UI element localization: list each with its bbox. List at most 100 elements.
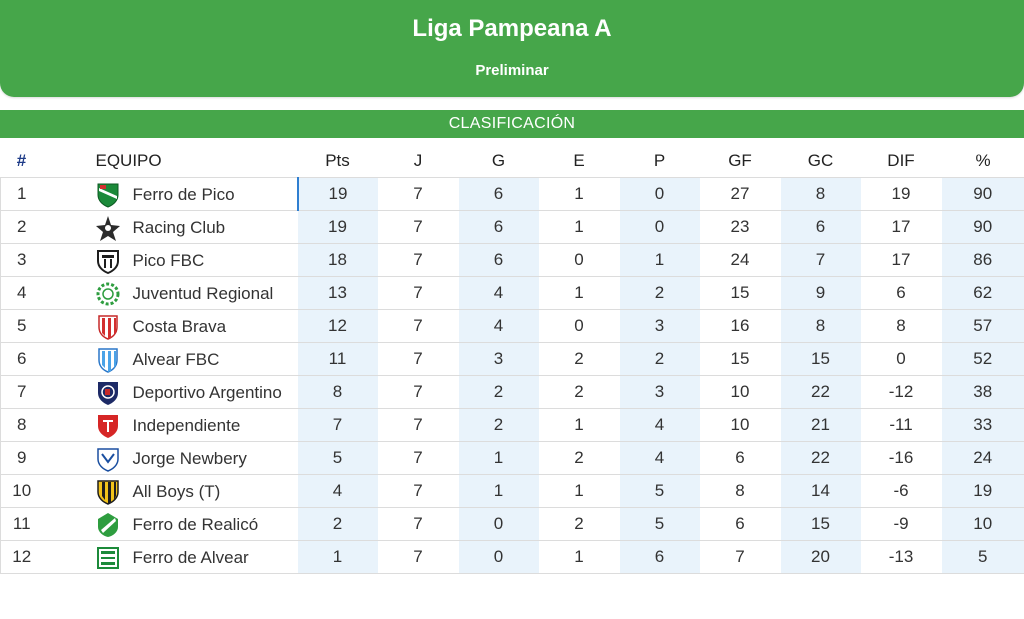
standings-section-bar: CLASIFICACIÓN: [0, 110, 1024, 138]
col-header-percentage[interactable]: %: [975, 151, 991, 170]
won-cell: 0: [458, 507, 539, 541]
team-name[interactable]: Jorge Newbery: [132, 449, 247, 468]
goal-difference-cell: 17: [860, 243, 942, 277]
team-name[interactable]: Independiente: [132, 416, 241, 435]
col-header-played[interactable]: J: [413, 151, 423, 170]
team-cell[interactable]: Pico FBC: [42, 243, 298, 277]
drawn-cell: 2: [538, 507, 620, 541]
standings-row[interactable]: 12 Ferro de Alvear 1 7 0 1 6 7 20 -13 5: [0, 540, 1024, 574]
goal-difference-cell: -16: [860, 441, 942, 475]
goals-against-cell: 22: [780, 375, 861, 409]
col-header-position[interactable]: #: [16, 151, 27, 170]
team-cell[interactable]: Ferro de Alvear: [42, 540, 298, 574]
goals-against-cell: 15: [780, 507, 861, 541]
col-header-points[interactable]: Pts: [325, 151, 350, 170]
team-name[interactable]: Ferro de Alvear: [132, 548, 249, 567]
deportivo-argentino-crest-icon: [95, 380, 121, 406]
team-name[interactable]: Ferro de Realicó: [132, 515, 259, 534]
won-cell: 0: [458, 540, 539, 574]
col-header-drawn[interactable]: E: [573, 151, 585, 170]
ferro-de-pico-crest-icon: [95, 182, 121, 208]
goals-against-cell: 8: [780, 309, 861, 343]
team-cell[interactable]: Juventud Regional: [42, 276, 298, 310]
col-header-team[interactable]: EQUIPO: [95, 151, 162, 170]
percentage-cell: 24: [941, 441, 1024, 475]
team-name[interactable]: Costa Brava: [132, 317, 227, 336]
goals-for-cell: 16: [699, 309, 781, 343]
lost-cell: 5: [619, 507, 700, 541]
percentage-cell: 19: [941, 474, 1024, 508]
drawn-cell: 1: [538, 408, 620, 442]
position-cell: 10: [0, 474, 43, 508]
team-cell[interactable]: Ferro de Realicó: [42, 507, 298, 541]
percentage-cell: 5: [941, 540, 1024, 574]
percentage-cell: 90: [941, 177, 1024, 211]
team-name[interactable]: Deportivo Argentino: [132, 383, 282, 402]
played-cell: 7: [377, 507, 459, 541]
standings-row[interactable]: 1 Ferro de Pico 19 7 6 1 0 27 8 19 90: [0, 177, 1024, 211]
position-cell: 6: [0, 342, 43, 376]
col-header-goal-difference[interactable]: DIF: [887, 151, 915, 170]
team-name[interactable]: Alvear FBC: [132, 350, 220, 369]
team-name[interactable]: Pico FBC: [132, 251, 205, 270]
team-cell[interactable]: Costa Brava: [42, 309, 298, 343]
standings-row[interactable]: 7 Deportivo Argentino 8 7 2 2 3 10 22 -12 38: [0, 375, 1024, 409]
points-cell: 19: [297, 210, 378, 244]
team-cell[interactable]: Racing Club: [42, 210, 298, 244]
points-cell: 5: [297, 441, 378, 475]
position-cell: 2: [0, 210, 43, 244]
lost-cell: 1: [619, 243, 700, 277]
lost-cell: 0: [619, 210, 700, 244]
ferro-de-realico-crest-icon: [95, 512, 121, 538]
col-header-goals-for[interactable]: GF: [728, 151, 752, 170]
standings-row[interactable]: 2 Racing Club 19 7 6 1 0 23 6 17 90: [0, 210, 1024, 244]
played-cell: 7: [377, 243, 459, 277]
won-cell: 2: [458, 408, 539, 442]
team-name[interactable]: Juventud Regional: [132, 284, 274, 303]
team-name[interactable]: Racing Club: [132, 218, 226, 237]
costa-brava-crest-icon: [95, 314, 121, 340]
jorge-newbery-crest-icon: [95, 446, 121, 472]
goal-difference-cell: -13: [860, 540, 942, 574]
goals-for-cell: 6: [699, 507, 781, 541]
standings-row[interactable]: 4 Juventud Regional 13 7 4 1 2 15 9 6 62: [0, 276, 1024, 310]
percentage-cell: 10: [941, 507, 1024, 541]
standings-row[interactable]: 9 Jorge Newbery 5 7 1 2 4 6 22 -16 24: [0, 441, 1024, 475]
col-header-goals-against[interactable]: GC: [807, 151, 834, 170]
played-cell: 7: [377, 540, 459, 574]
standings-row[interactable]: 8 Independiente 7 7 2 1 4 10 21 -11 33: [0, 408, 1024, 442]
team-cell[interactable]: Ferro de Pico: [42, 177, 298, 211]
team-name[interactable]: All Boys (T): [132, 482, 221, 501]
team-cell[interactable]: All Boys (T): [42, 474, 298, 508]
percentage-cell: 90: [941, 210, 1024, 244]
standings-row[interactable]: 6 Alvear FBC 11 7 3 2 2 15 15 0 52: [0, 342, 1024, 376]
position-cell: 3: [0, 243, 43, 277]
points-cell: 1: [297, 540, 378, 574]
standings-row[interactable]: 3 Pico FBC 18 7 6 0 1 24 7 17 86: [0, 243, 1024, 277]
standings-row[interactable]: 5 Costa Brava 12 7 4 0 3 16 8 8 57: [0, 309, 1024, 343]
standings-row[interactable]: 10 All Boys (T) 4 7 1 1 5 8 14 -6 19: [0, 474, 1024, 508]
team-cell[interactable]: Independiente: [42, 408, 298, 442]
points-cell: 13: [297, 276, 378, 310]
points-cell: 7: [297, 408, 378, 442]
points-cell: 18: [297, 243, 378, 277]
team-cell[interactable]: Jorge Newbery: [42, 441, 298, 475]
standings-row[interactable]: 11 Ferro de Realicó 2 7 0 2 5 6 15 -9 10: [0, 507, 1024, 541]
col-header-lost[interactable]: P: [653, 151, 666, 170]
team-name[interactable]: Ferro de Pico: [132, 185, 235, 204]
goals-against-cell: 21: [780, 408, 861, 442]
team-cell[interactable]: Deportivo Argentino: [42, 375, 298, 409]
played-cell: 7: [377, 441, 459, 475]
goal-difference-cell: -6: [860, 474, 942, 508]
goal-difference-cell: -9: [860, 507, 942, 541]
col-header-won[interactable]: G: [491, 151, 506, 170]
goals-against-cell: 8: [780, 177, 861, 211]
team-cell[interactable]: Alvear FBC: [42, 342, 298, 376]
goals-against-cell: 14: [780, 474, 861, 508]
drawn-cell: 0: [538, 309, 620, 343]
lost-cell: 4: [619, 408, 700, 442]
goals-against-cell: 22: [780, 441, 861, 475]
drawn-cell: 1: [538, 474, 620, 508]
drawn-cell: 2: [538, 375, 620, 409]
goal-difference-cell: 6: [860, 276, 942, 310]
